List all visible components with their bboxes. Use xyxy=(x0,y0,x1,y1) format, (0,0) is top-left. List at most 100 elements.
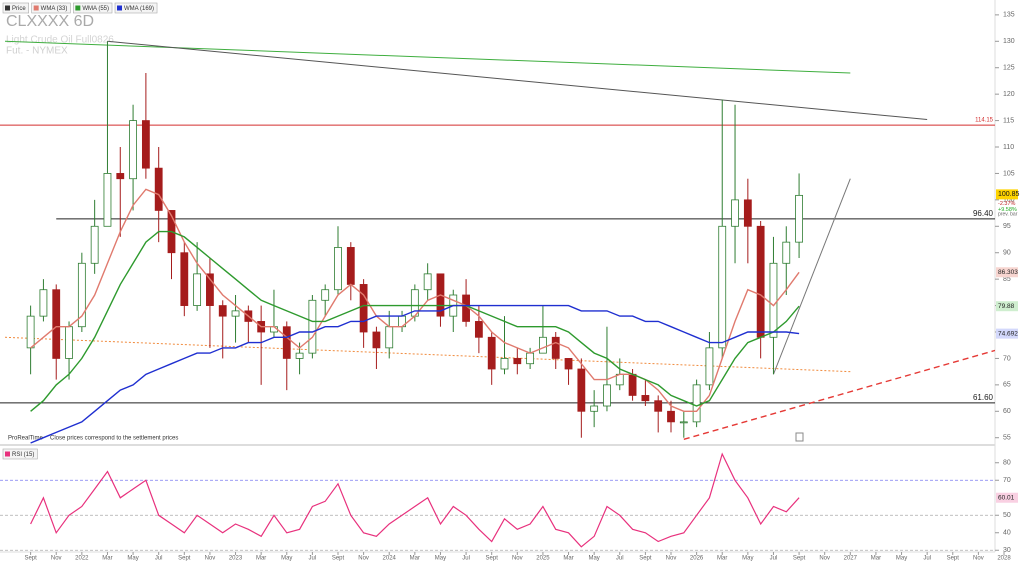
candle-body xyxy=(628,373,637,396)
legend-box xyxy=(31,2,71,14)
price-tag xyxy=(996,189,1018,200)
trend-line xyxy=(107,40,928,121)
candle-body xyxy=(295,352,304,359)
x-tick-label: Jul xyxy=(462,556,470,562)
chart-subtitle: Light Crude Oil Full0826 xyxy=(6,35,114,46)
x-tick-label: Sept xyxy=(793,556,806,562)
candle-body xyxy=(103,173,112,227)
candle-body xyxy=(577,368,586,412)
legend-swatch xyxy=(33,5,39,11)
candle-body xyxy=(705,347,714,386)
candle-body xyxy=(308,299,317,354)
x-tick-label: 2028 xyxy=(997,556,1011,562)
candle-body xyxy=(769,262,778,338)
candle-body xyxy=(654,400,663,412)
value-tag-label: 74.692 xyxy=(998,330,1018,337)
x-tick-label: Nov xyxy=(205,556,216,562)
candle-body xyxy=(782,241,791,264)
x-tick-label: 2026 xyxy=(690,556,704,562)
candle-body xyxy=(77,262,86,328)
candle-body xyxy=(52,289,61,359)
x-tick-label: Nov xyxy=(973,556,984,562)
x-tick-label: 2023 xyxy=(229,556,243,562)
candle-body xyxy=(718,225,727,349)
x-tick-label: Mar xyxy=(871,556,881,562)
candle-body xyxy=(206,273,214,306)
value-tag-label: 86.303 xyxy=(998,269,1018,276)
y-tick-label: 70 xyxy=(1003,355,1011,362)
x-tick-label: Sept xyxy=(178,556,191,562)
candle-body xyxy=(334,247,342,291)
x-tick-label: Nov xyxy=(666,556,677,562)
x-tick-label: May xyxy=(127,556,138,562)
horizontal-line-label: 61.60 xyxy=(973,393,994,402)
x-tick-label: Mar xyxy=(563,556,573,562)
x-tick-label: 2022 xyxy=(75,556,89,562)
legend-swatch xyxy=(5,5,10,11)
candle-body xyxy=(231,310,240,317)
x-tick-label: 2024 xyxy=(383,556,397,562)
candle-body xyxy=(564,358,573,370)
legend-label: WMA (33) xyxy=(41,6,68,12)
candle-body xyxy=(487,336,496,370)
candle-body xyxy=(180,252,189,306)
candle-body xyxy=(141,120,150,169)
rsi-legend: RSI (15) xyxy=(2,448,38,460)
legend: Price WMA (33) WMA (55) WMA (169) xyxy=(2,2,158,14)
x-tick-label: May xyxy=(742,556,753,562)
info-icon[interactable] xyxy=(795,432,804,442)
x-tick-label: Jul xyxy=(155,556,163,562)
price-change-prev: +9.58% xyxy=(998,207,1017,213)
candle-body xyxy=(39,289,48,317)
x-tick-label: Jul xyxy=(309,556,317,562)
candle-body xyxy=(372,331,381,349)
x-tick-label: May xyxy=(435,556,446,562)
x-tick-label: Mar xyxy=(410,556,420,562)
candle-body xyxy=(359,284,368,333)
legend-label: RSI (15) xyxy=(12,452,34,458)
candle-body xyxy=(385,326,394,349)
moving-average-line xyxy=(30,304,800,444)
candle-body xyxy=(641,395,650,402)
candle-body xyxy=(667,410,675,423)
x-tick-label: Mar xyxy=(102,556,112,562)
candle-body xyxy=(282,326,291,359)
y-tick-label: 60 xyxy=(1003,408,1011,415)
x-tick-label: Jul xyxy=(923,556,931,562)
legend-box xyxy=(2,448,38,460)
y-tick-label: 120 xyxy=(1003,91,1015,98)
moving-average-line xyxy=(30,188,800,412)
value-tag-label: 79.88 xyxy=(998,303,1015,310)
trend-line xyxy=(772,178,851,375)
y-tick-label: 55 xyxy=(1003,435,1011,442)
rsi-line xyxy=(30,452,800,548)
candle-body xyxy=(65,326,73,359)
candle-body xyxy=(756,225,765,338)
x-tick-label: Jul xyxy=(616,556,624,562)
candle-body xyxy=(129,120,137,180)
legend-item: WMA (169) xyxy=(114,2,158,14)
candle-body xyxy=(590,405,599,412)
value-tag xyxy=(996,267,1018,278)
trend-line xyxy=(683,349,995,440)
value-tag-label: 60.01 xyxy=(998,494,1015,501)
legend-box xyxy=(114,2,158,14)
candle-body xyxy=(795,194,803,243)
legend-label: Price xyxy=(12,6,26,12)
x-tick-label: 2027 xyxy=(844,556,858,562)
brand: ProRealTime xyxy=(8,436,43,442)
legend-label: WMA (169) xyxy=(124,6,154,12)
y-tick-label: 115 xyxy=(1003,117,1014,124)
x-tick-label: May xyxy=(896,556,907,562)
candle-body xyxy=(474,321,483,338)
y-tick-label: 100 xyxy=(1003,197,1015,204)
chart-title: CLXXXX 6D xyxy=(6,13,94,30)
legend-item: WMA (33) xyxy=(31,2,71,14)
y-tick-label: 50 xyxy=(1003,512,1011,519)
y-tick-label: 135 xyxy=(1003,12,1015,19)
y-tick-label: 40 xyxy=(1003,530,1011,537)
legend-item: WMA (55) xyxy=(73,2,113,14)
y-tick-label: 90 xyxy=(1003,250,1011,257)
candle-body xyxy=(526,352,535,365)
